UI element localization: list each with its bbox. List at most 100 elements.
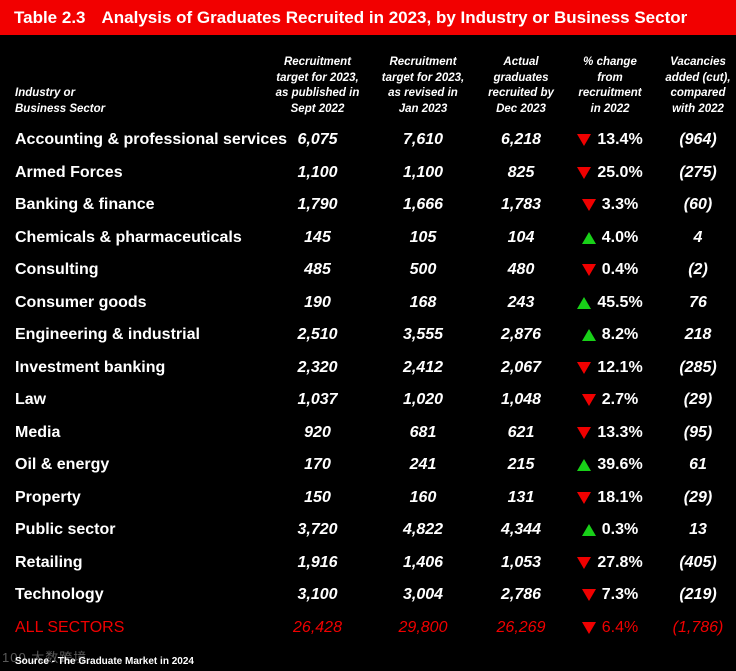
actual-recruited: 2,067 [500,358,542,376]
triangle-down-icon [577,426,592,439]
sector-name: Oil & energy [15,456,110,473]
percent-change-value: 39.6% [597,456,643,473]
triangle-down-icon [581,621,596,634]
actual-recruited: 131 [507,488,535,506]
percent-change-value: 13.4% [597,131,643,148]
header-vacancies: Vacancies added (cut), compared with 2022 [665,56,731,115]
percent-change-value: 4.0% [601,228,639,246]
revised-target: 3,555 [402,326,444,343]
percent-change: 3.3% [570,190,650,220]
published-target: 26,428 [293,618,342,636]
table-row: Media 920 681 621 13.3% (95) [0,418,736,448]
percent-change: 2.7% [570,385,650,415]
triangle-down-icon [581,589,596,601]
table-row: Consulting 485 500 480 0.4% (2) [0,255,736,285]
actual-recruited: 1,783 [500,196,542,213]
vacancies-change: (29) [683,391,713,408]
published-target: 3,720 [297,521,338,538]
sector-name: ALL SECTORS [15,618,125,636]
vacancies-change: (219) [679,586,717,603]
published-target: 170 [304,456,331,473]
table-row: Technology 3,100 3,004 2,786 7.3% (219) [0,580,736,610]
percent-change: 12.1% [570,353,650,383]
actual-recruited: 825 [507,163,535,181]
revised-target: 1,020 [402,391,444,408]
table-row: Engineering & industrial 2,510 3,555 2,876 8… [0,320,736,350]
actual-recruited: 2,876 [500,326,542,343]
percent-change-value: 8.2% [601,326,639,343]
published-target: 6,075 [297,131,338,148]
sector-name: Chemicals & pharmaceuticals [15,228,242,246]
triangle-down-icon [581,199,596,211]
percent-change: 4.0% [570,223,650,253]
watermark: 100 大数跨境 [2,650,88,665]
percent-change: 39.6% [570,450,650,480]
table-row: Law 1,037 1,020 1,048 2.7% (29) [0,385,736,415]
actual-recruited: 6,218 [500,131,542,148]
revised-target: 681 [409,423,437,441]
published-target: 485 [304,261,331,278]
revised-target: 2,412 [402,358,444,376]
actual-recruited: 243 [507,293,535,311]
sector-name: Property [15,488,81,506]
sector-name: Consulting [15,261,99,278]
table-row: Investment banking 2,320 2,412 2,067 12.1% (2… [0,353,736,383]
vacancies-change: (60) [683,196,713,213]
percent-change-value: 0.3% [601,521,639,538]
triangle-down-icon [577,134,592,146]
published-target: 1,916 [297,553,338,571]
revised-target: 1,100 [402,163,444,181]
sector-name: Media [15,423,61,441]
percent-change: 0.4% [570,255,650,285]
vacancies-change: 4 [693,228,703,246]
header-sector: Industry or Business Sector [15,87,106,115]
table-number: Table 2.3 [14,7,86,27]
sector-name: Consumer goods [15,293,147,311]
table-row: Accounting & professional services 6,075 7… [0,125,736,155]
table-row: Consumer goods 190 168 243 45.5% 76 [0,288,736,318]
vacancies-change: 13 [689,521,707,538]
table-row: Chemicals & pharmaceuticals 145 105 104 4.0%… [0,223,736,253]
sector-name: Armed Forces [15,163,123,181]
table-title-bar: Table 2.3 Analysis of Graduates Recruite… [0,0,736,35]
vacancies-change: 218 [684,326,712,343]
percent-change-value: 3.3% [601,196,639,213]
percent-change-value: 7.3% [601,586,639,603]
triangle-up-icon [581,524,596,536]
triangle-down-icon [581,264,596,276]
percent-change-value: 13.3% [597,423,643,441]
revised-target: 3,004 [402,586,444,603]
actual-recruited: 26,269 [496,618,546,636]
revised-target: 168 [409,293,437,311]
triangle-down-icon [581,394,596,406]
percent-change-value: 12.1% [597,358,643,376]
percent-change: 0.3% [570,515,650,545]
sector-name: Law [15,391,47,408]
percent-change: 18.1% [570,483,650,513]
percent-change-value: 27.8% [597,553,643,571]
actual-recruited: 2,786 [500,586,542,603]
revised-target: 29,800 [398,618,448,636]
percent-change-value: 0.4% [601,261,639,278]
header-published-target: Recruitment target for 2023, as published … [275,56,360,115]
percent-change-value: 2.7% [601,391,639,408]
sector-name: Banking & finance [15,196,155,213]
table-row: Property 150 160 131 18.1% (29) [0,483,736,513]
vacancies-change: (95) [683,423,713,441]
sector-name: Public sector [15,521,116,538]
sector-name: Engineering & industrial [15,326,200,343]
sector-name: Technology [15,586,104,603]
percent-change-value: 45.5% [597,293,643,311]
actual-recruited: 1,053 [500,553,542,571]
percent-change-value: 6.4% [601,618,639,636]
vacancies-change: (405) [679,553,717,571]
percent-change: 8.2% [570,320,650,350]
published-target: 150 [304,488,331,506]
percent-change: 13.4% [570,125,650,155]
published-target: 2,510 [297,326,338,343]
header-percent-change: % change from recruitment in 2022 [578,56,642,115]
published-target: 145 [304,228,331,246]
revised-target: 1,666 [402,196,444,213]
actual-recruited: 104 [507,228,535,246]
vacancies-change: (964) [679,131,717,148]
